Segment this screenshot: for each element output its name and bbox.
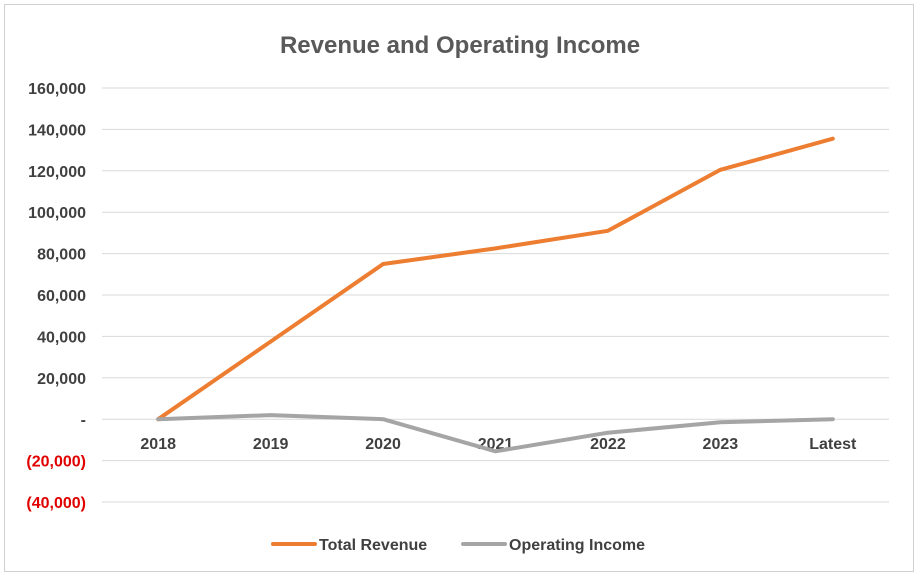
gridlines — [102, 87, 889, 503]
y-tick-label: 40,000 — [37, 329, 86, 346]
x-tick-label: 2022 — [590, 436, 626, 453]
chart-title: Revenue and Operating Income — [280, 32, 640, 59]
line-chart: Revenue and Operating Income 160,000 140,… — [26, 32, 889, 554]
x-tick-label: 2020 — [365, 436, 401, 453]
y-tick-label: - — [81, 412, 86, 429]
y-tick-label: (40,000) — [26, 495, 86, 512]
y-tick-label: 160,000 — [28, 81, 86, 98]
legend: Total Revenue Operating Income — [271, 537, 645, 554]
x-tick-label: Latest — [809, 436, 857, 453]
y-tick-label: 100,000 — [28, 205, 86, 222]
series-lines — [156, 136, 835, 454]
y-axis-ticks: 160,000 140,000 120,000 100,000 80,000 60,000… — [26, 81, 86, 512]
legend-label: Operating Income — [509, 537, 645, 554]
series-line-operating-income — [156, 413, 835, 454]
legend-entry: Operating Income — [461, 537, 645, 554]
y-tick-label: 60,000 — [37, 288, 86, 305]
y-tick-label: 120,000 — [28, 164, 86, 181]
x-tick-label: 2023 — [703, 436, 739, 453]
y-tick-label: 140,000 — [28, 122, 86, 139]
legend-label: Total Revenue — [319, 537, 427, 554]
x-tick-label: 2019 — [253, 436, 289, 453]
y-tick-label: (20,000) — [26, 454, 86, 471]
y-tick-label: 20,000 — [37, 371, 86, 388]
x-tick-label: 2018 — [140, 436, 176, 453]
chart-frame: Revenue and Operating Income 160,000 140,… — [4, 4, 914, 572]
legend-entry: Total Revenue — [271, 537, 427, 554]
series-line-total-revenue — [156, 136, 835, 422]
y-tick-label: 80,000 — [37, 247, 86, 264]
